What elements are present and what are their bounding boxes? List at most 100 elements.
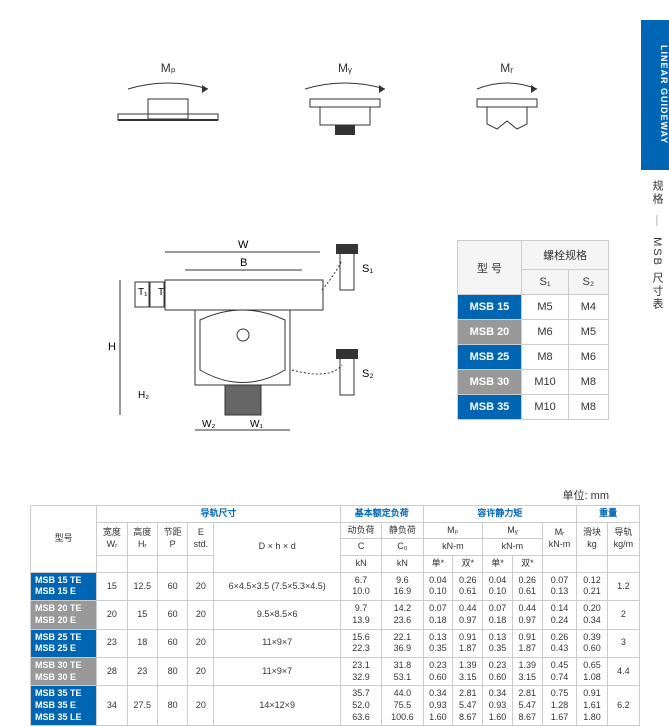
bolt-s2: M6	[568, 345, 608, 370]
cell-myd: 2.815.478.67	[512, 686, 542, 726]
cell-dhd: 11×9×7	[214, 657, 340, 685]
cell-wt: 15	[97, 572, 127, 600]
bolt-s2: M5	[568, 320, 608, 345]
cell-p: 80	[157, 686, 187, 726]
cell-c: 23.132.9	[340, 657, 381, 685]
cell-c: 35.752.063.6	[340, 686, 381, 726]
mt-mp: Mₚ	[423, 522, 483, 539]
dim-w: W	[238, 239, 249, 251]
mt-s2: 单*	[483, 556, 513, 573]
cell-p: 60	[157, 572, 187, 600]
dim-h2: H₂	[138, 390, 149, 401]
cell-mys: 0.130.35	[483, 629, 513, 657]
cell-dhd: 9.5×8.5×6	[214, 601, 340, 629]
cell-myd: 0.440.97	[512, 601, 542, 629]
mt-c: C	[340, 539, 381, 556]
cell-rail: 3	[607, 629, 639, 657]
top-diagrams: Mₚ Mᵧ Mᵣ	[80, 40, 580, 160]
cell-mpd: 2.815.478.67	[453, 686, 483, 726]
side-tab: LINEAR GUIDEWAY	[641, 20, 669, 170]
table-row-model: MSB 35 TEMSB 35 EMSB 35 LE	[31, 686, 97, 726]
bolt-s1: M10	[522, 370, 568, 395]
cell-blk: 0.390.60	[577, 629, 607, 657]
bolt-hdr-spec: 螺栓规格	[522, 241, 609, 270]
my-svg	[285, 79, 405, 139]
cell-rail: 6.2	[607, 686, 639, 726]
mt-wt: 宽度Wᵣ	[97, 522, 127, 555]
dim-h: H	[108, 341, 116, 353]
mt-kn1: kN	[340, 556, 381, 573]
cell-rail: 1.2	[607, 572, 639, 600]
cell-wt: 28	[97, 657, 127, 685]
cell-ht: 27.5	[127, 686, 157, 726]
cell-mys: 0.070.18	[483, 601, 513, 629]
cell-ht: 23	[127, 657, 157, 685]
cell-mps: 0.130.35	[423, 629, 453, 657]
mt-d1: 双*	[453, 556, 483, 573]
bolt-s1: M10	[522, 395, 568, 420]
cell-e: 20	[188, 629, 214, 657]
side-sep: —	[651, 215, 663, 228]
mt-my-u: kN-m	[483, 539, 543, 556]
cell-blk: 0.651.08	[577, 657, 607, 685]
dim-w2: W₂	[202, 419, 215, 430]
cell-p: 80	[157, 657, 187, 685]
cell-mr: 0.751.281.67	[542, 686, 577, 726]
main-spec-table: 型号 导轨尺寸 基本额定负荷 容许静力矩 重量 宽度Wᵣ 高度Hᵣ 节距P Es…	[30, 505, 640, 726]
table-row-model: MSB 15 TEMSB 15 E	[31, 572, 97, 600]
dim-b: B	[240, 257, 247, 269]
cell-mpd: 0.911.87	[453, 629, 483, 657]
cell-mr: 0.450.74	[542, 657, 577, 685]
cell-e: 20	[188, 601, 214, 629]
mr-svg	[462, 79, 552, 139]
mt-kn2: kN	[382, 556, 423, 573]
cell-dhd: 6×4.5×3.5 (7.5×5.3×4.5)	[214, 572, 340, 600]
label-mr: Mᵣ	[462, 61, 552, 75]
cell-e: 20	[188, 686, 214, 726]
cell-blk: 0.911.611.80	[577, 686, 607, 726]
side-label-1: 规格	[651, 180, 663, 206]
mt-dyn: 动负荷	[340, 522, 381, 539]
bolt-s1: M5	[522, 295, 568, 320]
mt-blk: 滑块kg	[577, 522, 607, 555]
bolt-s1: M6	[522, 320, 568, 345]
bolt-s1: M8	[522, 345, 568, 370]
bolt-spec-table: 型 号螺栓规格 S₁S₂ MSB 15M5M4MSB 20M6M5MSB 25M…	[457, 240, 609, 420]
cell-blk: 0.200.34	[577, 601, 607, 629]
cell-mpd: 0.260.61	[453, 572, 483, 600]
cell-mpd: 1.393.15	[453, 657, 483, 685]
cell-c0: 22.136.9	[382, 629, 423, 657]
bolt-model: MSB 35	[457, 395, 522, 420]
mt-railw: 导轨kg/m	[607, 522, 639, 555]
cell-mpd: 0.440.97	[453, 601, 483, 629]
cell-e: 20	[188, 572, 214, 600]
mt-mr: MᵣkN-m	[542, 522, 577, 555]
dim-t: T	[158, 287, 164, 298]
cell-myd: 0.260.61	[512, 572, 542, 600]
diagram-mr: Mᵣ	[462, 61, 552, 139]
mt-c0: C₀	[382, 539, 423, 556]
cell-blk: 0.120.21	[577, 572, 607, 600]
table-row-model: MSB 20 TEMSB 20 E	[31, 601, 97, 629]
bolt-col-s1: S₁	[522, 270, 568, 295]
cell-c0: 31.853.1	[382, 657, 423, 685]
cell-p: 60	[157, 629, 187, 657]
bolt-s2: M4	[568, 295, 608, 320]
cell-mr: 0.070.13	[542, 572, 577, 600]
cell-c: 9.713.9	[340, 601, 381, 629]
bolt-hdr-model: 型 号	[457, 241, 522, 295]
cell-c: 15.622.3	[340, 629, 381, 657]
cell-mps: 0.040.10	[423, 572, 453, 600]
cell-ht: 12.5	[127, 572, 157, 600]
mt-my: Mᵧ	[483, 522, 543, 539]
mt-grp-load: 基本额定负荷	[340, 506, 423, 523]
mt-e: Estd.	[188, 522, 214, 555]
cell-p: 60	[157, 601, 187, 629]
cell-mys: 0.230.60	[483, 657, 513, 685]
table-row-model: MSB 25 TEMSB 25 E	[31, 629, 97, 657]
dim-s2: S₂	[362, 368, 374, 380]
table-row-model: MSB 30 TEMSB 30 E	[31, 657, 97, 685]
cell-dhd: 11×9×7	[214, 629, 340, 657]
bolt-model: MSB 20	[457, 320, 522, 345]
cell-mys: 0.040.10	[483, 572, 513, 600]
